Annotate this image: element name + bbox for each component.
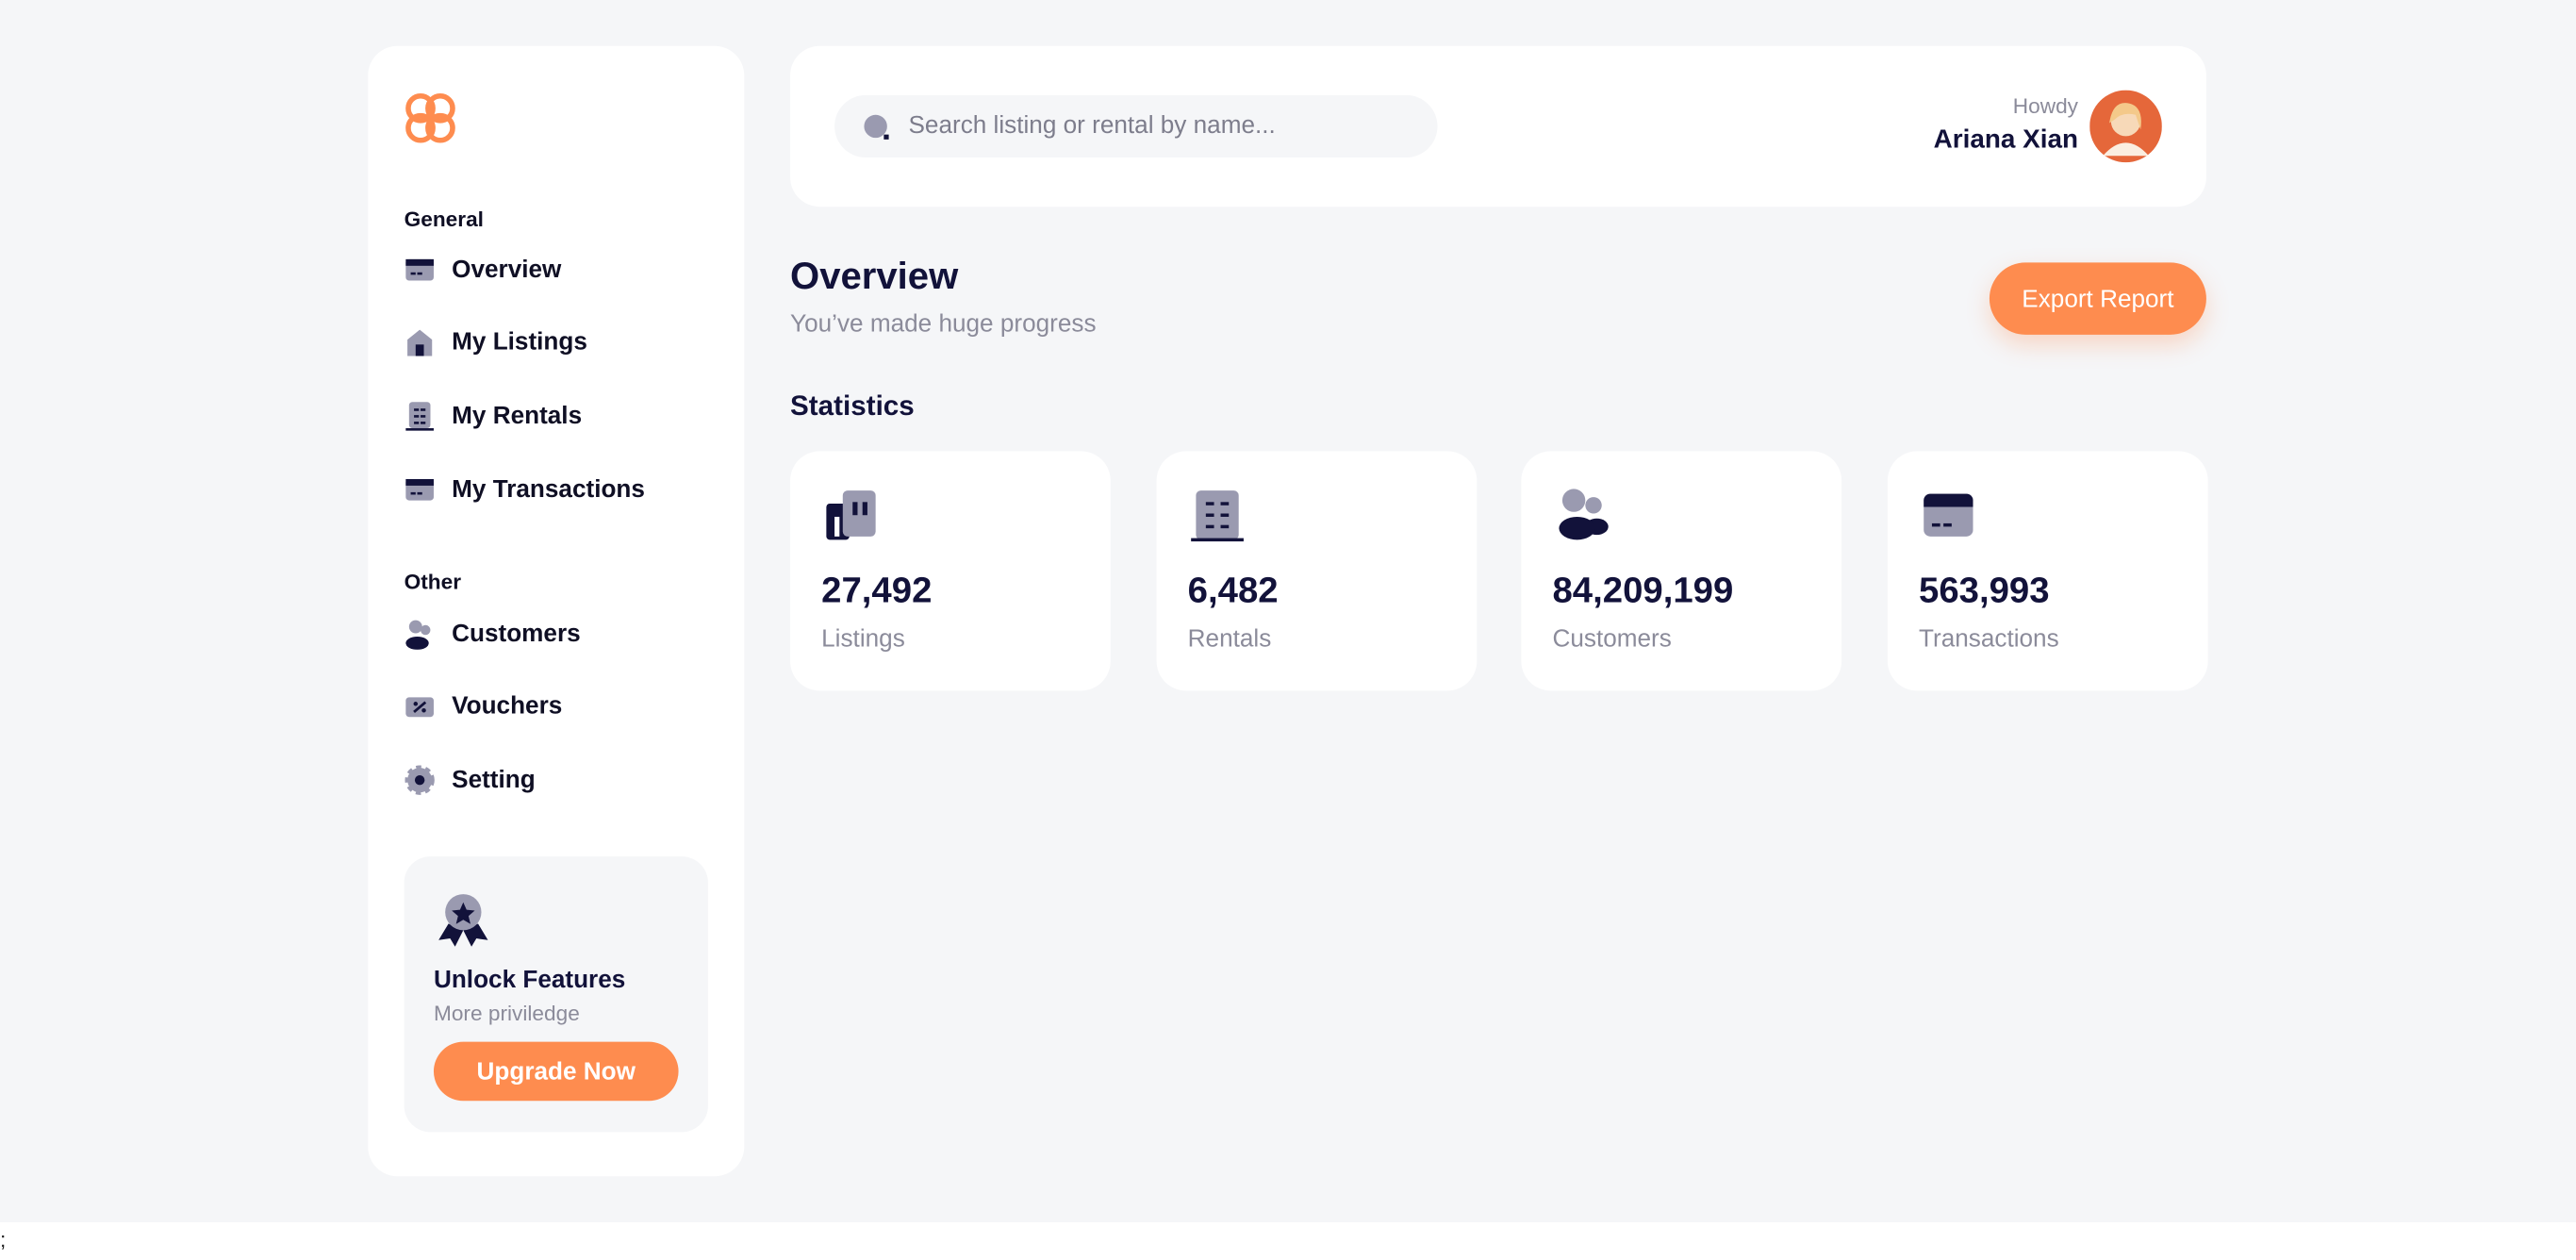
stat-value: 563,993 xyxy=(1919,569,2050,611)
nav-label: Overview xyxy=(452,256,562,284)
nav-icon xyxy=(405,478,434,501)
nav-icon xyxy=(405,697,434,718)
nav-item[interactable]: Customers xyxy=(405,619,581,650)
stat-label: Transactions xyxy=(1919,624,2059,654)
footer-text: ; xyxy=(0,1227,7,1252)
search-icon xyxy=(864,114,889,140)
nav-label: My Rentals xyxy=(452,402,583,430)
stat-icon xyxy=(1559,489,1609,540)
stat-value: 6,482 xyxy=(1187,569,1279,611)
promo-title: Unlock Features xyxy=(433,966,626,995)
avatar[interactable] xyxy=(2089,90,2162,163)
stat-label: Customers xyxy=(1552,624,1672,654)
section-title: Statistics xyxy=(790,390,915,423)
nav-label: Customers xyxy=(452,620,581,649)
upgrade-button[interactable]: Upgrade Now xyxy=(433,1041,679,1102)
promo-subtitle: More priviledge xyxy=(433,1001,580,1026)
greeting: Howdy xyxy=(2012,93,2079,119)
nav-item[interactable]: My Transactions xyxy=(405,474,645,506)
nav-item[interactable]: My Rentals xyxy=(405,400,583,431)
nav-icon xyxy=(407,329,433,356)
promo-card: Unlock Features More priviledge Upgrade … xyxy=(404,856,708,1133)
nav-icon xyxy=(405,402,434,431)
stat-card: 6,482 Rentals xyxy=(1156,451,1478,691)
search-placeholder: Search listing or rental by name... xyxy=(908,111,1276,140)
promo-icon xyxy=(438,894,488,947)
stat-card: 84,209,199 Customers xyxy=(1521,451,1842,691)
export-button[interactable]: Export Report xyxy=(1989,262,2206,335)
stat-value: 27,492 xyxy=(821,569,933,611)
user-name: Ariana Xian xyxy=(1933,125,2079,155)
nav-label: Setting xyxy=(452,766,536,794)
nav-icon xyxy=(405,620,431,650)
page-subtitle: You’ve made huge progress xyxy=(790,309,1097,339)
nav-item[interactable]: Vouchers xyxy=(405,690,563,721)
stat-icon xyxy=(1191,490,1244,542)
nav-label: Vouchers xyxy=(452,692,563,721)
nav-item[interactable]: My Listings xyxy=(405,326,587,357)
nav-item[interactable]: Setting xyxy=(405,765,536,796)
search-box[interactable]: Search listing or rental by name... xyxy=(834,94,1438,158)
stat-label: Rentals xyxy=(1187,624,1272,654)
nav-label: My Transactions xyxy=(452,475,645,505)
stat-value: 84,209,199 xyxy=(1552,569,1734,611)
stat-icon xyxy=(826,490,876,540)
nav-section-title: General xyxy=(404,207,484,232)
page-title: Overview xyxy=(790,254,959,297)
nav-label: My Listings xyxy=(452,327,587,356)
header: Search listing or rental by name... Howd… xyxy=(790,45,2206,207)
nav-item[interactable]: Overview xyxy=(405,255,562,286)
nav-section-title: Other xyxy=(404,569,462,594)
stat-icon xyxy=(1924,493,1973,537)
nav-icon xyxy=(405,258,434,281)
stat-card: 27,492 Listings xyxy=(790,451,1111,691)
stat-label: Listings xyxy=(821,624,905,654)
logo xyxy=(405,92,455,143)
sidebar: General Overview My Listings My Rentals My T… xyxy=(368,45,745,1177)
stat-card: 563,993 Transactions xyxy=(1887,451,2208,691)
nav-icon xyxy=(405,765,435,795)
